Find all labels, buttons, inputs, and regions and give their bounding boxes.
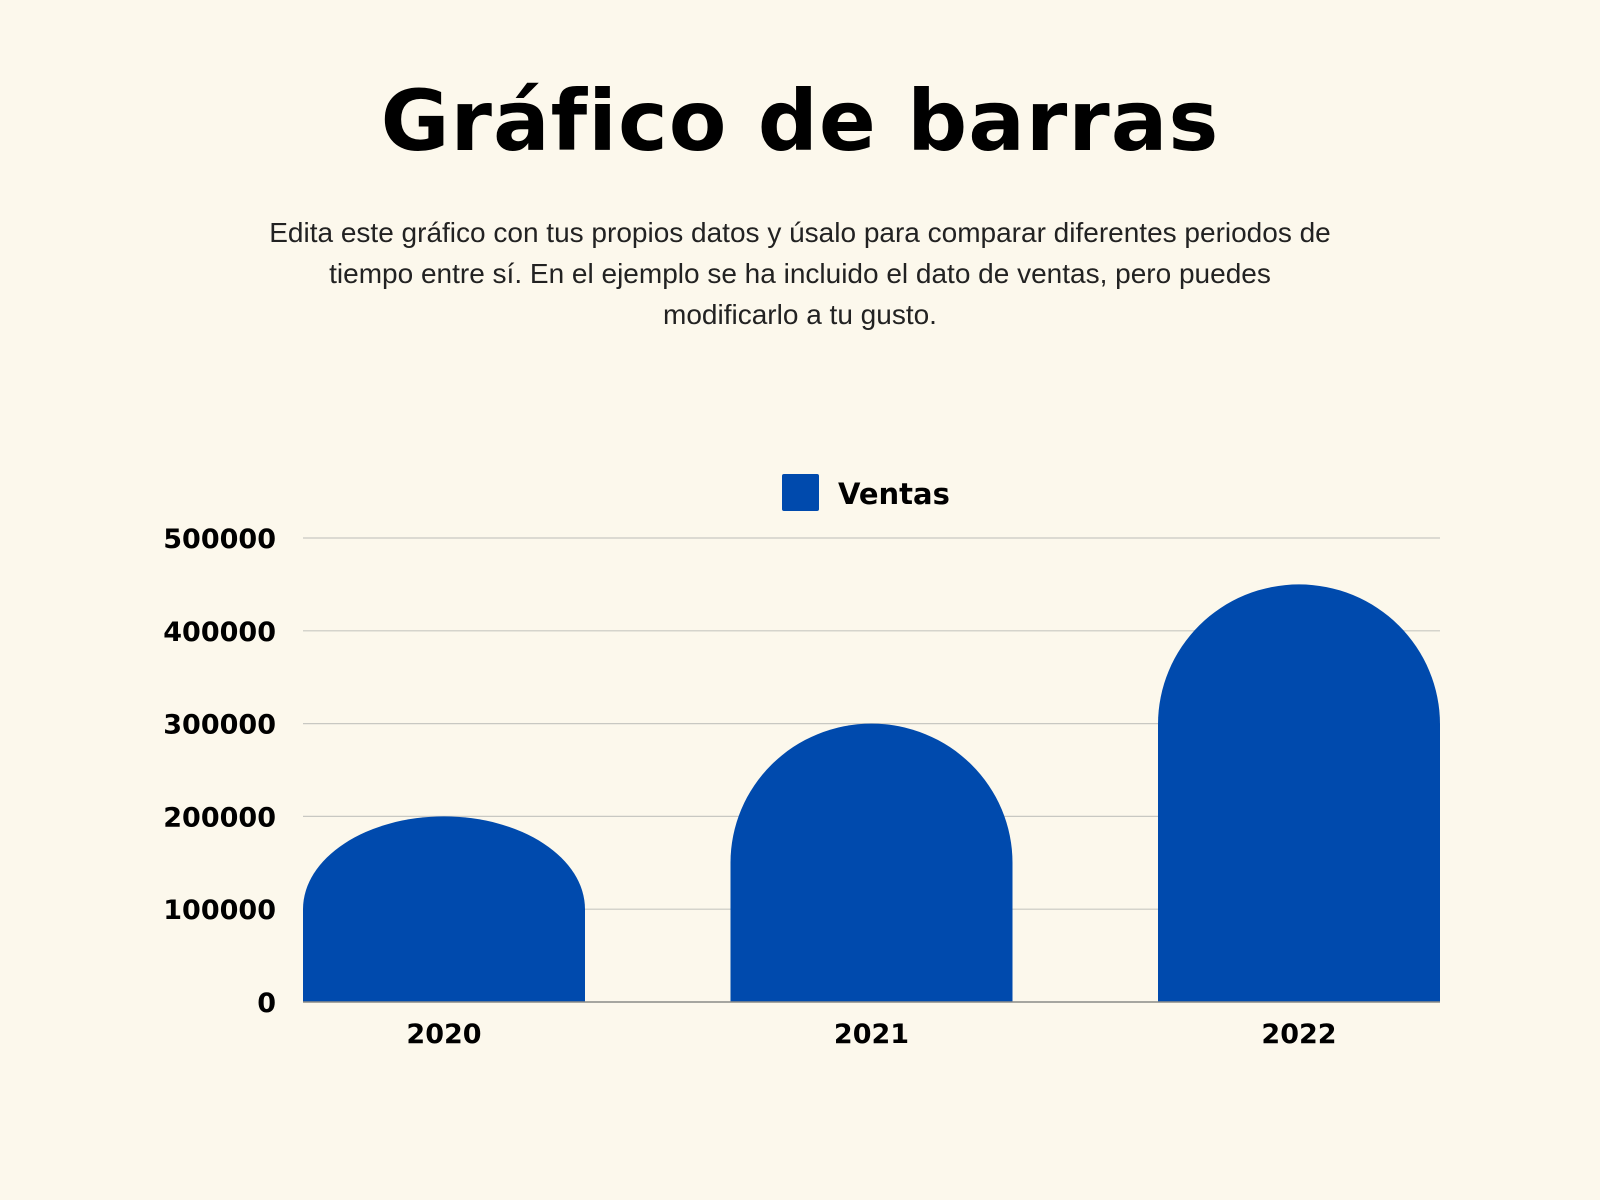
bar-2020 [303, 816, 585, 1002]
y-tick-label: 400000 [163, 617, 276, 648]
x-tick-label: 2022 [1261, 1019, 1336, 1050]
bar-2022 [1158, 584, 1440, 1002]
x-tick-label: 2021 [834, 1019, 909, 1050]
y-tick-label: 100000 [163, 895, 276, 926]
y-tick-label: 500000 [163, 524, 276, 555]
legend-swatch [782, 474, 819, 511]
x-tick-label: 2020 [406, 1019, 481, 1050]
bars [303, 584, 1440, 1002]
y-tick-label: 0 [257, 988, 276, 1019]
y-axis-tick-labels: 0 100000 200000 300000 400000 500000 [163, 524, 276, 1019]
legend: Ventas [782, 474, 950, 511]
x-axis-tick-labels: 2020 2021 2022 [406, 1019, 1336, 1050]
legend-label: Ventas [838, 477, 950, 511]
bar-2021 [730, 723, 1013, 1002]
y-tick-label: 300000 [163, 710, 276, 741]
y-tick-label: 200000 [163, 802, 276, 833]
page-title: Gráfico de barras [380, 72, 1220, 170]
page-subtitle: Edita este gráfico con tus propios datos… [269, 217, 1331, 330]
